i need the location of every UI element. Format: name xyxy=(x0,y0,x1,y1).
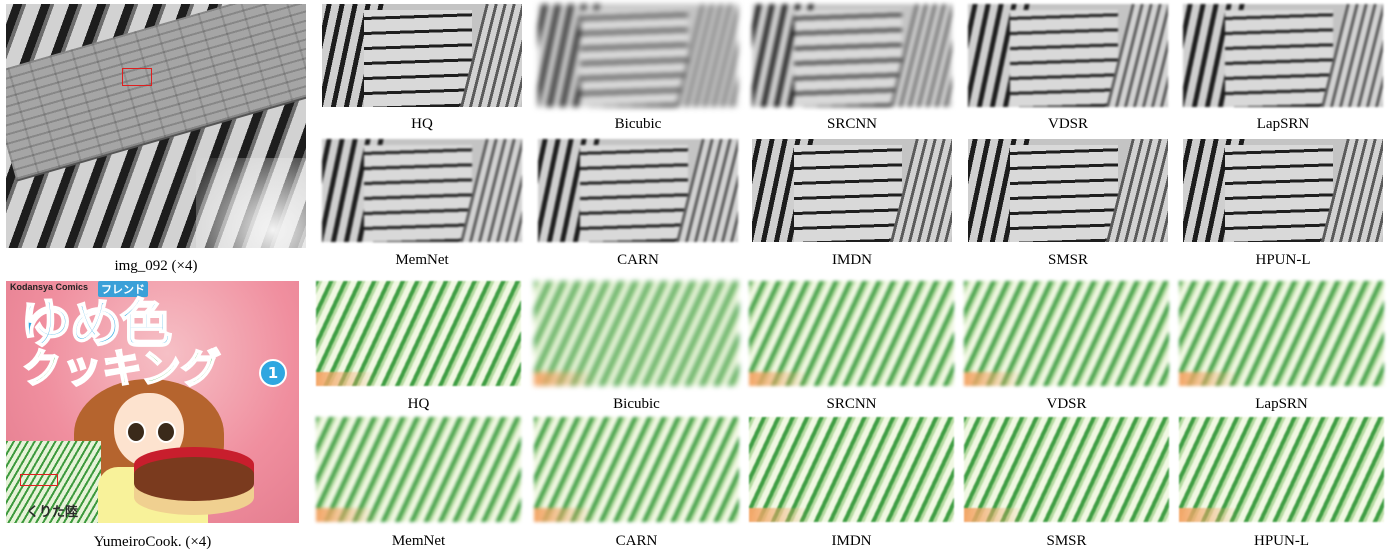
crop-building-srcnn xyxy=(752,4,952,107)
building-image xyxy=(6,4,306,248)
label-imdn: IMDN xyxy=(831,533,872,549)
crop-building-hq xyxy=(322,4,522,107)
crop-manga-smsr xyxy=(964,417,1169,522)
label-srcnn: SRCNN xyxy=(826,396,877,412)
crop-building-hpun-l xyxy=(1183,139,1383,242)
cover-title-line1: ゆめ色 xyxy=(19,295,173,355)
crop-manga-vdsr xyxy=(964,281,1169,386)
label-hpun-l: HPUN-L xyxy=(1254,533,1309,549)
cover-label: フレンド xyxy=(98,281,148,297)
image-caption-building: img_092 (×4) xyxy=(114,258,198,274)
crop-building-carn xyxy=(538,139,738,242)
crop-manga-carn xyxy=(534,417,739,522)
crop-manga-memnet xyxy=(316,417,521,522)
crop-manga-srcnn xyxy=(749,281,954,386)
image-caption-manga: YumeiroCook. (×4) xyxy=(93,534,212,550)
label-hpun-l: HPUN-L xyxy=(1255,252,1311,268)
cover-author: くりた陸 xyxy=(26,505,79,520)
label-imdn: IMDN xyxy=(832,252,872,268)
label-bicubic: Bicubic xyxy=(614,116,662,132)
label-memnet: MemNet xyxy=(395,252,449,268)
label-smsr: SMSR xyxy=(1047,252,1089,268)
crop-building-smsr xyxy=(968,139,1168,242)
label-srcnn: SRCNN xyxy=(826,116,878,132)
cover-volume: 1 xyxy=(259,359,287,387)
label-vdsr: VDSR xyxy=(1046,396,1087,412)
label-carn: CARN xyxy=(617,252,659,268)
cover-title-line2: クッキング xyxy=(21,346,222,392)
cover-publisher: Kodansya Comics xyxy=(10,282,89,292)
crop-building-bicubic xyxy=(538,4,738,107)
roi-box xyxy=(122,68,152,86)
roi-box xyxy=(20,474,58,486)
crop-manga-bicubic xyxy=(534,281,739,386)
crop-manga-hq xyxy=(316,281,521,386)
crop-building-lapsrn xyxy=(1183,4,1383,107)
label-hq: HQ xyxy=(407,396,430,412)
crop-building-imdn xyxy=(752,139,952,242)
crop-building-vdsr xyxy=(968,4,1168,107)
label-smsr: SMSR xyxy=(1046,533,1087,549)
label-memnet: MemNet xyxy=(391,533,446,549)
crop-building-memnet xyxy=(322,139,522,242)
label-carn: CARN xyxy=(615,533,658,549)
crop-manga-hpun-l xyxy=(1179,417,1384,522)
label-lapsrn: LapSRN xyxy=(1256,116,1310,132)
label-vdsr: VDSR xyxy=(1047,116,1088,132)
label-hq: HQ xyxy=(411,116,433,132)
crop-manga-imdn xyxy=(749,417,954,522)
label-lapsrn: LapSRN xyxy=(1255,396,1308,412)
manga-cover-image: Kodansya Comics フレンド ゆめ色 クッキング 1 くりた陸 xyxy=(6,281,299,523)
crop-manga-lapsrn xyxy=(1179,281,1384,386)
label-bicubic: Bicubic xyxy=(613,396,660,412)
